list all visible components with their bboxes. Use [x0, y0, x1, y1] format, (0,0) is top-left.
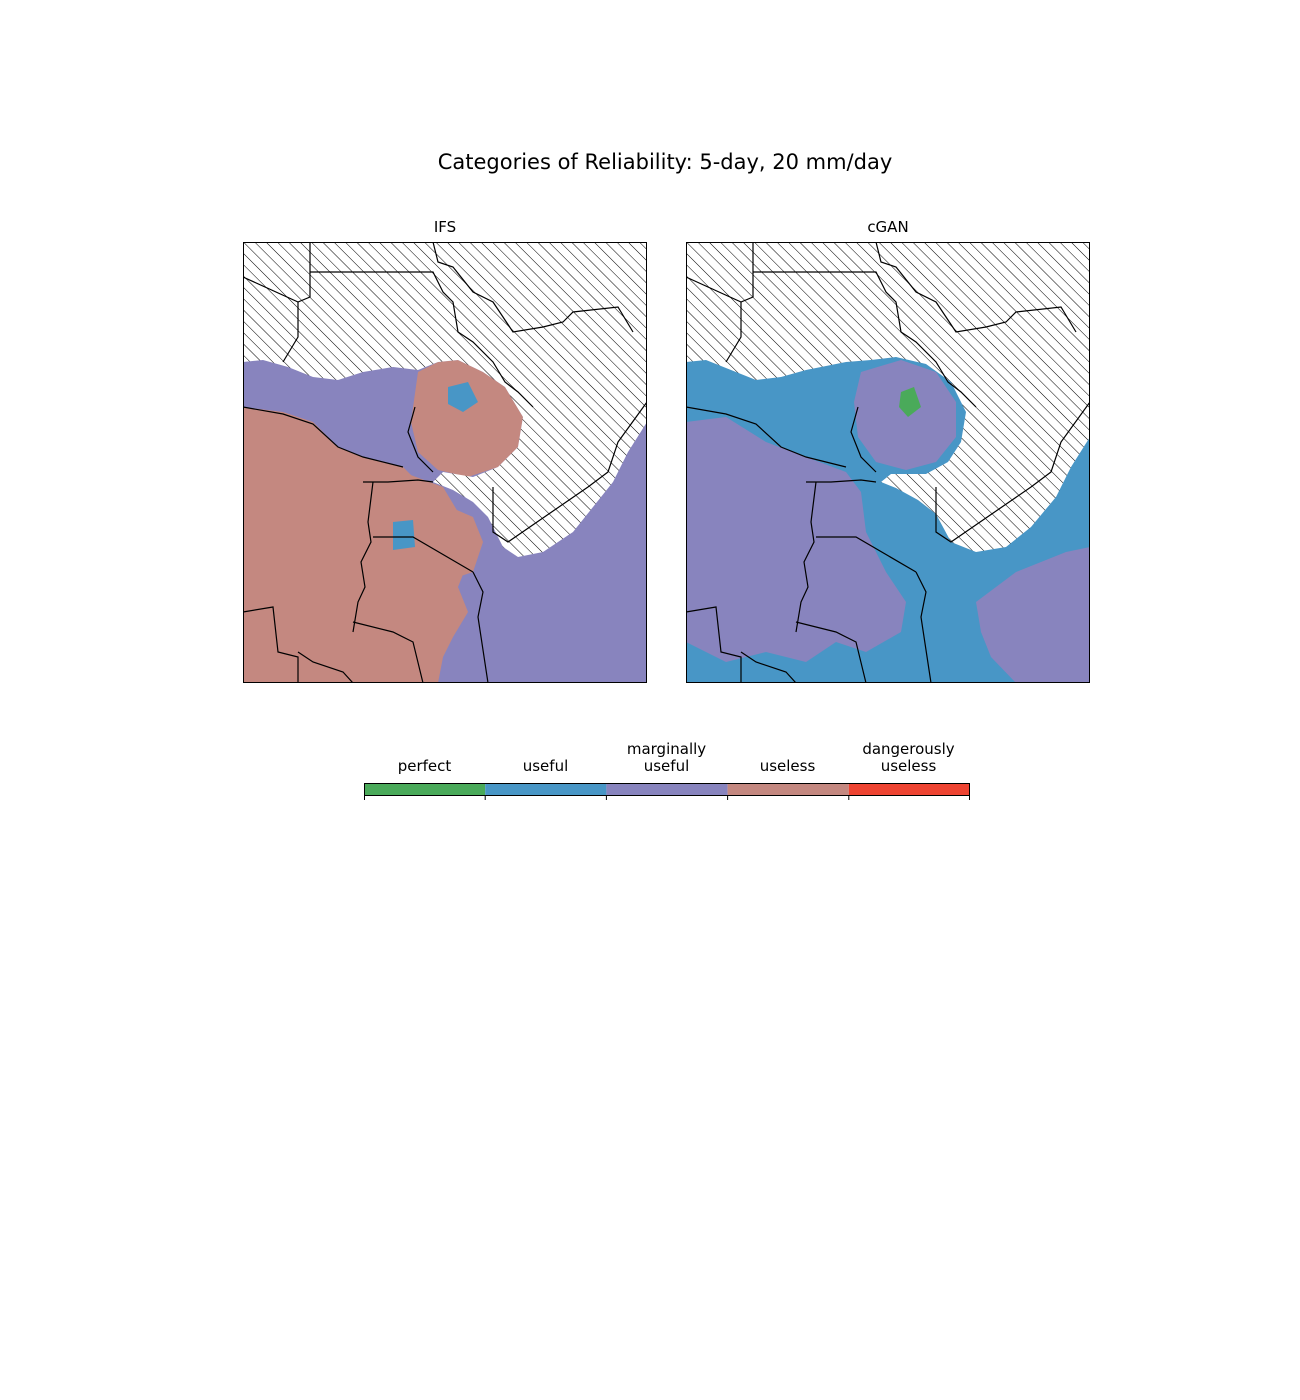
- cgan-region-perfect: [899, 387, 921, 417]
- legend-swatch-useless: [727, 783, 849, 796]
- figure-title: Categories of Reliability: 5-day, 20 mm/…: [437, 150, 893, 174]
- panel-title-cgan: cGAN: [867, 218, 909, 236]
- legend-label-marginally-useful-line1: marginally: [626, 740, 707, 758]
- legend-label-perfect: perfect: [397, 757, 452, 775]
- panel-title-ifs: IFS: [433, 218, 457, 236]
- legend-label-useless: useless: [759, 757, 816, 775]
- category-colorbar: perfect useful marginally useful useless…: [364, 738, 970, 808]
- ifs-borders: [243, 242, 647, 683]
- legend-swatch-perfect: [364, 783, 486, 796]
- legend-swatch-useful: [485, 783, 607, 796]
- ifs-masked-area: [243, 242, 647, 557]
- cgan-masked-area: [686, 242, 1090, 552]
- legend-label-marginally-useful-line2: useful: [643, 757, 690, 775]
- cgan-region-marginal-east: [854, 360, 956, 470]
- cgan-region-marginal-se: [976, 547, 1090, 683]
- legend-label-dangerously-useless-line1: dangerously: [862, 740, 955, 758]
- legend-label-marginally-useful: marginally useful: [606, 741, 727, 775]
- ifs-region-useless-east: [411, 360, 523, 477]
- legend-swatch-marginally-useful: [606, 783, 728, 796]
- cgan-borders: [686, 242, 1090, 683]
- legend-label-dangerously-useless: dangerously useless: [848, 741, 969, 775]
- ifs-region-useless-lake: [411, 504, 483, 582]
- ifs-region-useful: [393, 520, 415, 550]
- legend-swatch-dangerously-useless: [848, 783, 970, 796]
- legend-label-dangerously-useless-line2: useless: [880, 757, 937, 775]
- map-panel-ifs: [243, 242, 647, 683]
- map-panel-cgan: [686, 242, 1090, 683]
- legend-label-useful: useful: [522, 757, 569, 775]
- cgan-region-marginal-west: [686, 417, 906, 662]
- ifs-region-useful-2: [448, 382, 478, 412]
